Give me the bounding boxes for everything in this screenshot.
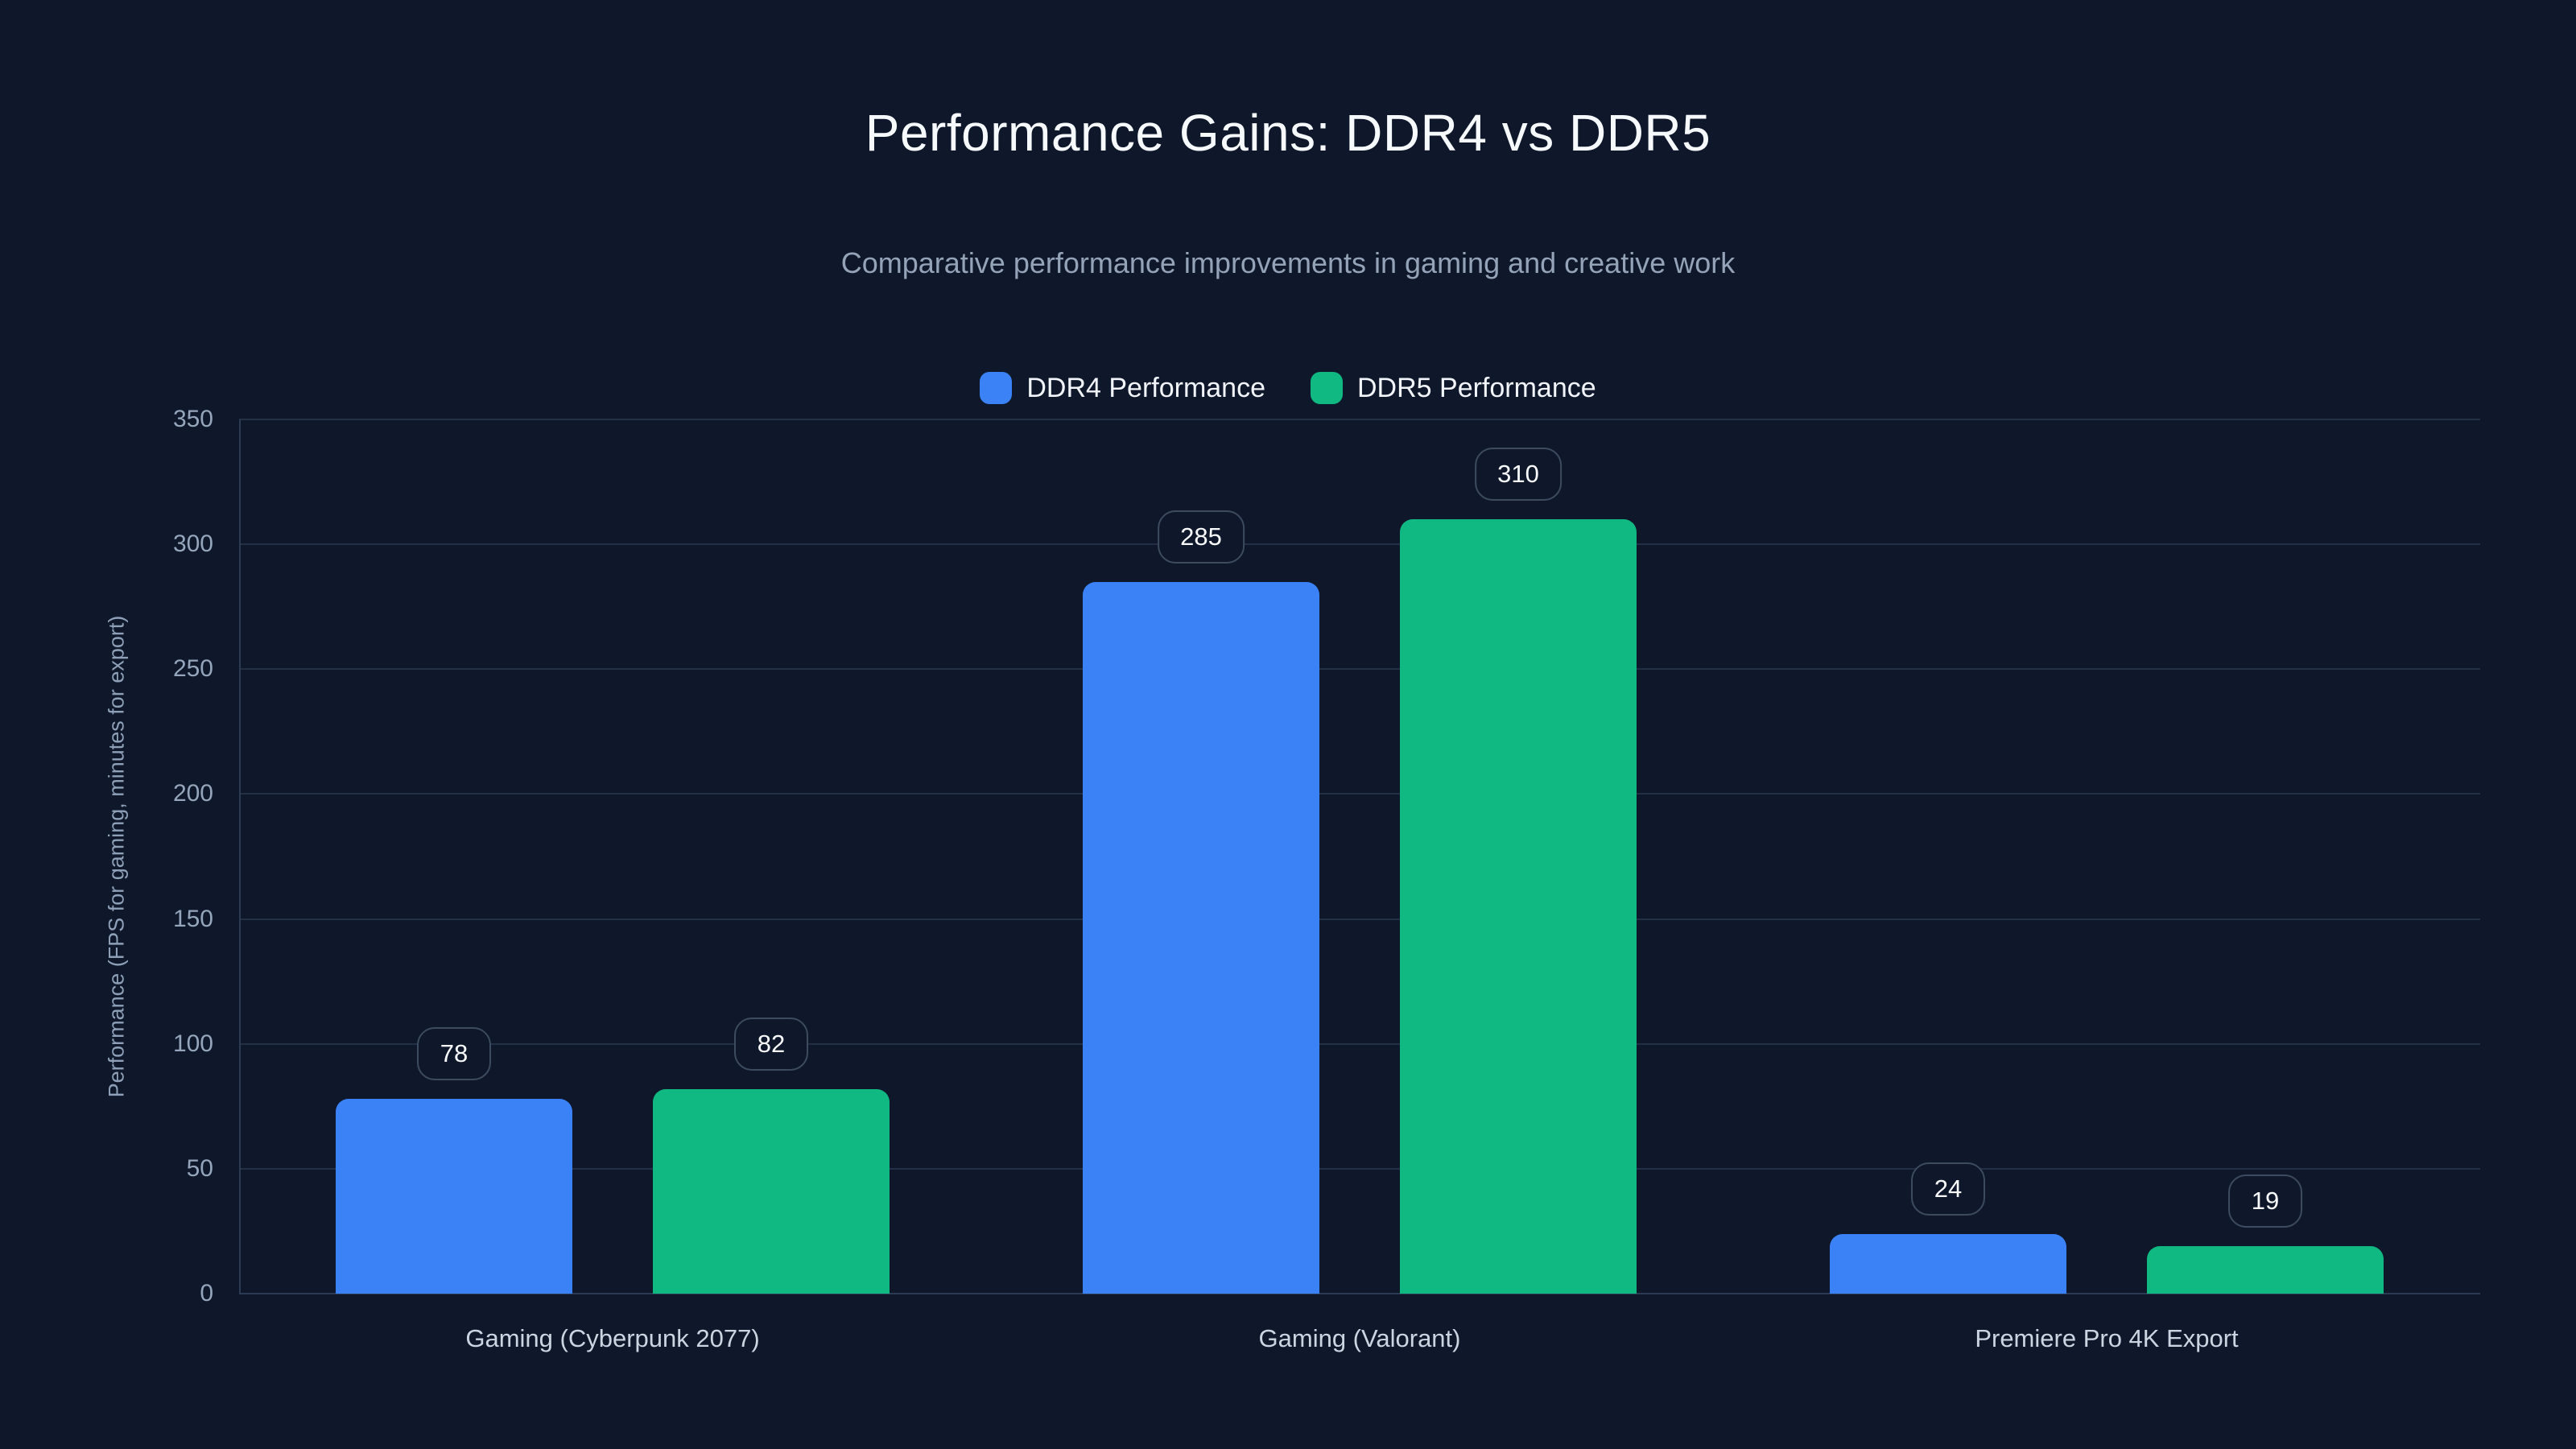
- value-label-ddr5-performance-gaming-valorant: 310: [1475, 448, 1562, 502]
- x-axis-label-premiere-pro-4k-export: Premiere Pro 4K Export: [1975, 1324, 2239, 1352]
- x-axis-label-gaming-valorant: Gaming (Valorant): [1258, 1324, 1461, 1352]
- y-tick-label-150: 150: [172, 905, 213, 932]
- gridline-350: [239, 419, 2480, 420]
- chart-subtitle: Comparative performance improvements in …: [840, 246, 1736, 279]
- value-label-ddr4-performance-gaming-cyberpunk-2077: 78: [417, 1026, 491, 1080]
- legend-item-ddr4[interactable]: DDR4 Performance: [980, 372, 1265, 404]
- bar-ddr5-performance-premiere-pro-4k-export[interactable]: [2147, 1246, 2384, 1294]
- bar-ddr5-performance-gaming-cyberpunk-2077[interactable]: [653, 1088, 890, 1294]
- bar-ddr4-performance-gaming-cyberpunk-2077[interactable]: [336, 1098, 572, 1294]
- gridline-200: [239, 793, 2480, 795]
- y-tick-label-250: 250: [172, 655, 213, 683]
- legend-swatch-ddr5-icon: [1311, 372, 1343, 404]
- gridline-100: [239, 1042, 2480, 1045]
- legend-label-ddr4: DDR4 Performance: [1026, 372, 1265, 403]
- gridline-50: [239, 1167, 2480, 1170]
- value-label-ddr4-performance-gaming-valorant: 285: [1158, 510, 1245, 564]
- chart-title: Performance Gains: DDR4 vs DDR5: [865, 104, 1711, 162]
- gridline-300: [239, 543, 2480, 546]
- y-tick-label-0: 0: [200, 1280, 213, 1307]
- gridline-0: [239, 1293, 2480, 1294]
- legend: DDR4 Performance DDR5 Performance: [0, 372, 2576, 404]
- y-tick-label-200: 200: [172, 780, 213, 807]
- x-axis-label-gaming-cyberpunk-2077: Gaming (Cyberpunk 2077): [465, 1324, 760, 1352]
- y-tick-label-100: 100: [172, 1030, 213, 1057]
- value-label-ddr5-performance-premiere-pro-4k-export: 19: [2228, 1174, 2302, 1228]
- value-label-ddr5-performance-gaming-cyberpunk-2077: 82: [734, 1017, 808, 1071]
- gridline-150: [239, 918, 2480, 920]
- y-tick-label-50: 50: [186, 1154, 213, 1182]
- bar-ddr4-performance-gaming-valorant[interactable]: [1083, 581, 1319, 1294]
- legend-label-ddr5: DDR5 Performance: [1357, 372, 1596, 403]
- bar-ddr4-performance-premiere-pro-4k-export[interactable]: [1830, 1233, 2066, 1294]
- gridline-250: [239, 668, 2480, 671]
- y-axis-line: [239, 419, 241, 1294]
- legend-swatch-ddr4-icon: [980, 372, 1013, 404]
- y-axis-title: Performance (FPS for gaming, minutes for…: [104, 615, 129, 1098]
- bar-ddr5-performance-gaming-valorant[interactable]: [1400, 519, 1637, 1294]
- y-tick-label-300: 300: [172, 530, 213, 558]
- value-label-ddr4-performance-premiere-pro-4k-export: 24: [1911, 1162, 1985, 1216]
- y-tick-label-350: 350: [172, 406, 213, 432]
- legend-item-ddr5[interactable]: DDR5 Performance: [1311, 372, 1596, 404]
